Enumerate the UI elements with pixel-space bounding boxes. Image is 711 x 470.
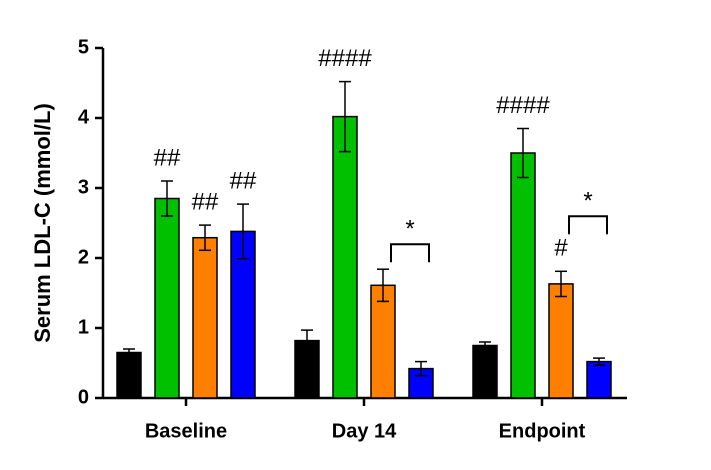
x-tick-label: Endpoint (499, 420, 586, 442)
y-tick-label: 5 (78, 36, 89, 58)
bar (116, 351, 142, 399)
y-axis-label: Serum LDL-C (mmol/L) (30, 103, 55, 343)
bar (370, 284, 396, 399)
annotation: ## (192, 188, 219, 215)
y-tick-label: 0 (78, 386, 89, 408)
significance-label: * (583, 188, 592, 215)
bar (472, 344, 498, 399)
bar (192, 236, 218, 399)
bar (332, 115, 358, 399)
bar (510, 152, 536, 399)
y-tick-label: 2 (78, 246, 89, 268)
significance-bracket (568, 215, 608, 235)
annotation: #### (318, 45, 372, 72)
annotation: ## (230, 167, 257, 194)
x-tick-label: Baseline (145, 420, 227, 442)
bar (154, 197, 180, 399)
y-tick-label: 1 (78, 316, 89, 338)
y-tick-label: 4 (78, 106, 90, 128)
bar (294, 339, 320, 399)
significance-bracket (390, 243, 430, 263)
significance-label: * (405, 216, 414, 243)
y-tick-label: 3 (78, 176, 89, 198)
x-tick-label: Day 14 (332, 420, 397, 442)
bar (586, 360, 612, 399)
annotation: #### (496, 92, 550, 119)
annotation: # (554, 235, 568, 262)
annotation: ## (154, 144, 181, 171)
bar (548, 283, 574, 399)
